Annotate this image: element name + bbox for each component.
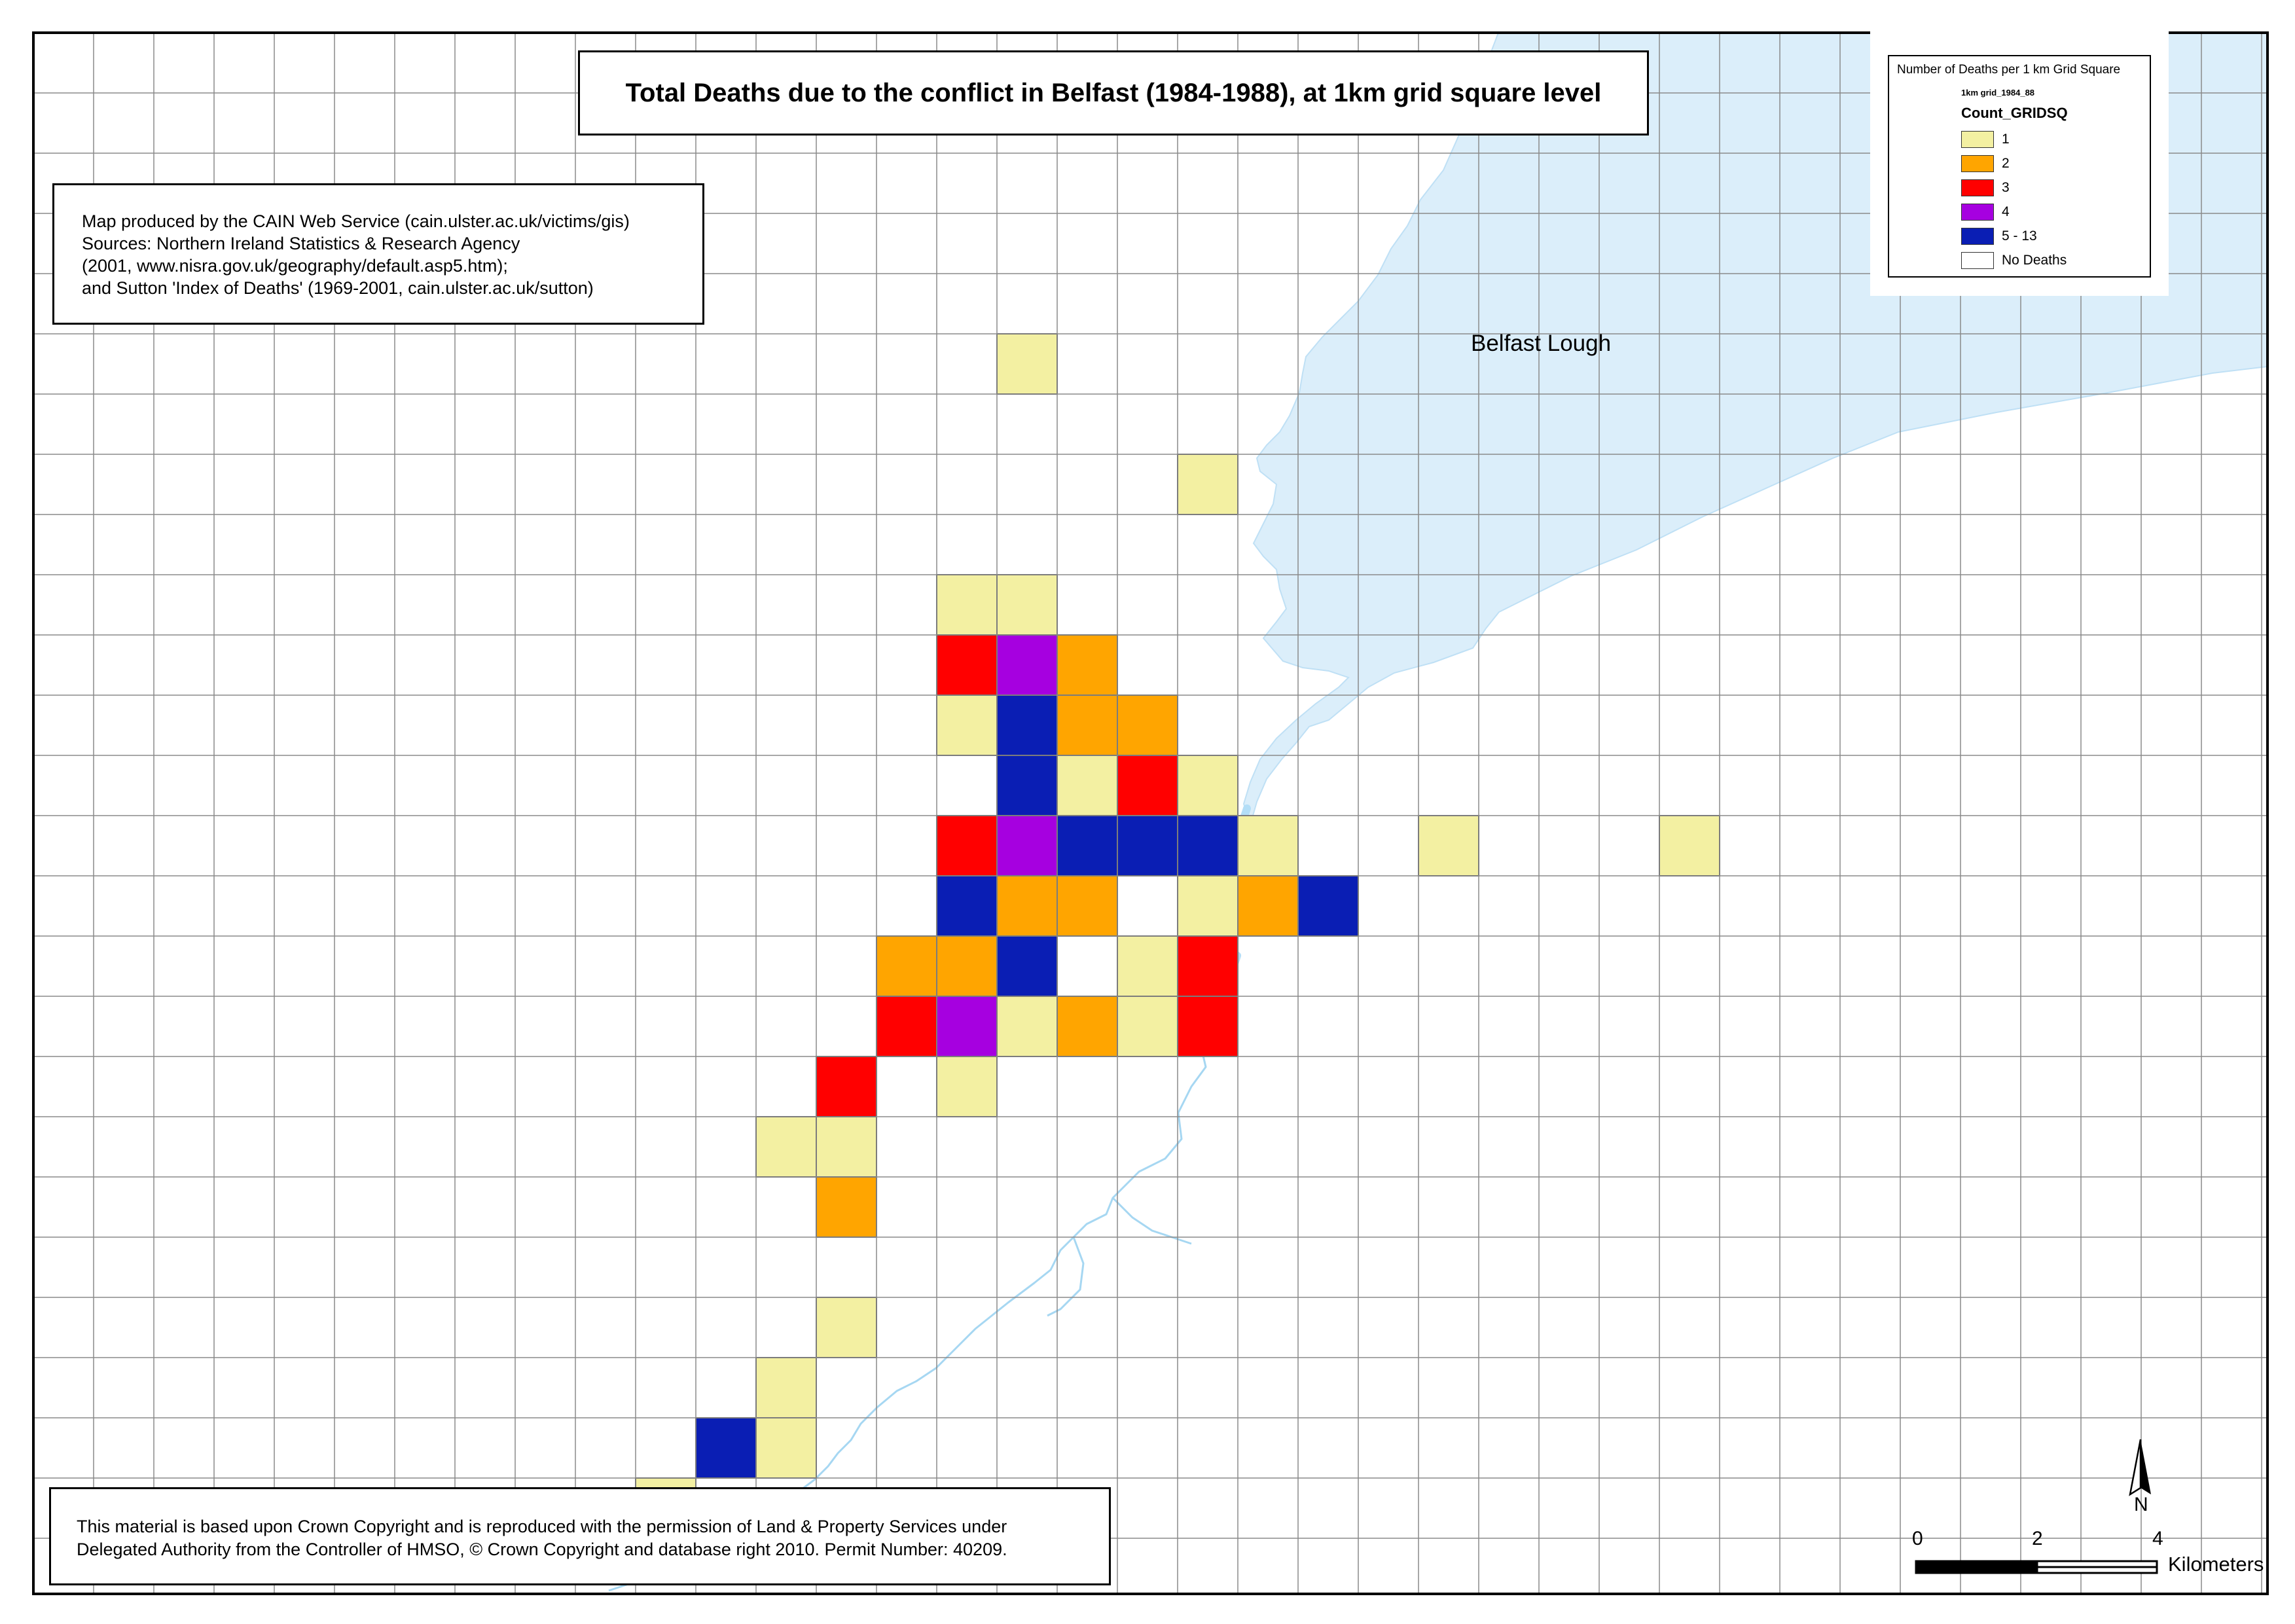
grid-cell <box>996 815 1058 876</box>
legend-item: No Deaths <box>1961 251 2067 270</box>
grid-cell <box>1177 875 1238 937</box>
grid-cell <box>816 1056 877 1117</box>
grid-cell <box>1177 935 1238 997</box>
scale-label-4: 4 <box>2152 1528 2163 1549</box>
grid-cell <box>876 935 937 997</box>
grid-cell <box>936 875 998 937</box>
legend-item: 3 <box>1961 178 2010 198</box>
grid-cell <box>1057 815 1118 876</box>
grid-cell <box>816 1176 877 1238</box>
grid-cell <box>1297 875 1359 937</box>
grid-cell <box>1237 815 1299 876</box>
legend-item: 4 <box>1961 202 2010 222</box>
scale-bar <box>1915 1560 2158 1574</box>
copyright-box: This material is based upon Crown Copyri… <box>49 1487 1111 1585</box>
grid-cell <box>755 1357 817 1418</box>
map-frame <box>32 31 2269 1595</box>
scale-units: Kilometers <box>2168 1553 2264 1576</box>
grid-cell <box>755 1116 817 1178</box>
legend-swatch <box>1961 228 1994 245</box>
copyright-line: Delegated Authority from the Controller … <box>77 1540 1007 1559</box>
river-tributary <box>1111 1197 1192 1245</box>
grid-cell <box>1057 996 1118 1057</box>
credits-line: and Sutton 'Index of Deaths' (1969-2001,… <box>82 278 594 298</box>
north-arrow-icon <box>2129 1439 2151 1496</box>
title-box: Total Deaths due to the conflict in Belf… <box>578 50 1649 135</box>
grid-cell <box>1117 695 1178 756</box>
grid-cell <box>1117 755 1178 816</box>
scale-label-2: 2 <box>2032 1528 2043 1549</box>
grid-cell <box>936 996 998 1057</box>
grid-cell <box>936 935 998 997</box>
grid-cell <box>996 333 1058 395</box>
copyright-line: This material is based upon Crown Copyri… <box>77 1517 1007 1536</box>
grid-cell <box>1418 815 1479 876</box>
grid-cell <box>996 574 1058 636</box>
river-tributary <box>1047 1236 1085 1317</box>
legend-swatch <box>1961 155 1994 172</box>
legend-swatch <box>1961 252 1994 269</box>
legend-field-name: Count_GRIDSQ <box>1961 105 2068 121</box>
credits-line: Sources: Northern Ireland Statistics & R… <box>82 234 520 253</box>
grid-cell <box>1659 815 1720 876</box>
north-label: N <box>2134 1494 2148 1515</box>
legend-swatch <box>1961 204 1994 221</box>
legend-heading: Number of Deaths per 1 km Grid Square <box>1897 63 2121 77</box>
legend: Number of Deaths per 1 km Grid Square 1k… <box>1888 55 2151 278</box>
grid-cell <box>936 634 998 696</box>
grid-cell <box>996 695 1058 756</box>
legend-item: 5 - 13 <box>1961 226 2037 246</box>
grid-cell <box>1177 454 1238 515</box>
grid-cell <box>1057 695 1118 756</box>
grid-cell <box>996 875 1058 937</box>
legend-swatch <box>1961 131 1994 148</box>
grid-cell <box>816 1116 877 1178</box>
grid-cell <box>1117 996 1178 1057</box>
grid-cell <box>936 574 998 636</box>
legend-label: 5 - 13 <box>2002 228 2037 244</box>
legend-label: 3 <box>2002 180 2010 195</box>
credits-line: Map produced by the CAIN Web Service (ca… <box>82 211 630 231</box>
credits-box: Map produced by the CAIN Web Service (ca… <box>52 183 704 325</box>
grid-cell <box>1057 634 1118 696</box>
grid-cell <box>1057 875 1118 937</box>
grid-cell <box>936 695 998 756</box>
grid-cell <box>1177 755 1238 816</box>
grid-cell <box>1117 815 1178 876</box>
legend-label: No Deaths <box>2002 253 2067 268</box>
credits-line: (2001, www.nisra.gov.uk/geography/defaul… <box>82 256 508 276</box>
grid-cell <box>936 815 998 876</box>
legend-label: 1 <box>2002 132 2010 147</box>
grid-cell <box>1237 875 1299 937</box>
grid-cell <box>1177 815 1238 876</box>
grid-cell <box>695 1417 757 1479</box>
grid-cell <box>996 634 1058 696</box>
grid-cell <box>936 1056 998 1117</box>
grid-cell <box>1117 935 1178 997</box>
grid-cell <box>1177 996 1238 1057</box>
scale-label-0: 0 <box>1912 1528 1923 1549</box>
legend-swatch <box>1961 179 1994 196</box>
grid-lines <box>33 33 2268 1594</box>
grid-cell <box>1057 755 1118 816</box>
legend-layer-name: 1km grid_1984_88 <box>1961 88 2035 98</box>
legend-label: 4 <box>2002 204 2010 219</box>
belfast-lough-label: Belfast Lough <box>1471 331 1612 356</box>
grid-cell <box>996 996 1058 1057</box>
map-title: Total Deaths due to the conflict in Belf… <box>625 78 1602 107</box>
grid-cell <box>816 1297 877 1358</box>
grid-cell <box>996 935 1058 997</box>
grid-cell <box>996 755 1058 816</box>
grid-cell <box>876 996 937 1057</box>
grid-cell <box>755 1417 817 1479</box>
legend-item: 2 <box>1961 154 2010 173</box>
legend-label: 2 <box>2002 156 2010 171</box>
legend-item: 1 <box>1961 130 2010 149</box>
